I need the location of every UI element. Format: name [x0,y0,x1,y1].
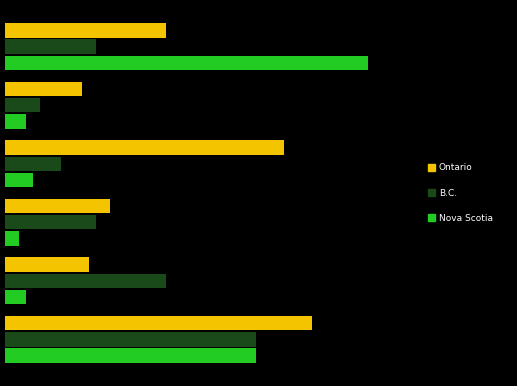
Bar [5,23,165,37]
Bar [5,199,110,213]
Bar [5,290,26,305]
Bar [5,56,368,70]
Bar [5,257,89,272]
Bar [5,274,165,288]
Bar [5,316,312,330]
Legend: Ontario, B.C., Nova Scotia: Ontario, B.C., Nova Scotia [427,161,495,225]
Bar [5,173,33,187]
Bar [5,332,256,347]
Bar [5,114,26,129]
Bar [5,140,284,154]
Bar [5,39,96,54]
Bar [5,98,40,112]
Bar [5,81,82,96]
Bar [5,157,61,171]
Bar [5,215,96,229]
Bar [5,232,19,246]
Bar [5,349,256,363]
